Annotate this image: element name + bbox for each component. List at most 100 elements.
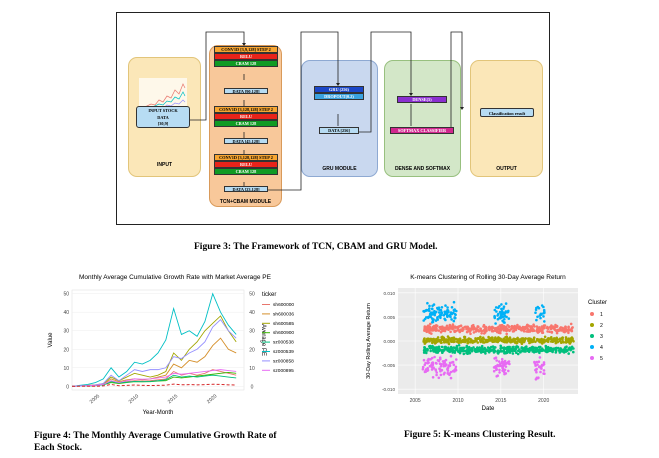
scatter-point xyxy=(502,307,505,310)
scatter-point xyxy=(451,351,454,354)
tcn-relu-2: RELU xyxy=(214,113,278,120)
scatter-point xyxy=(449,354,453,358)
scatter-point xyxy=(550,324,553,327)
scatter-point xyxy=(439,326,443,330)
scatter-point xyxy=(446,366,450,369)
legend-label: sh600585 xyxy=(273,321,294,327)
scatter-point xyxy=(451,323,455,326)
scatter-point xyxy=(425,351,428,355)
scatter-point xyxy=(526,349,529,353)
scatter-point xyxy=(571,326,574,329)
scatter-point xyxy=(532,329,536,332)
tcn-panel-label: TCN+CBAM MODULE xyxy=(219,199,272,205)
scatter-point xyxy=(522,350,526,353)
scatter-point xyxy=(564,336,568,339)
scatter-point xyxy=(459,328,462,332)
scatter-point xyxy=(437,329,441,332)
scatter-point xyxy=(504,351,507,355)
scatter-point xyxy=(501,312,505,316)
scatter-point xyxy=(431,338,434,342)
scatter-point xyxy=(497,337,501,340)
scatter-point xyxy=(493,314,496,318)
scatter-point xyxy=(429,315,432,319)
scatter-point xyxy=(546,327,550,330)
scatter-point xyxy=(477,337,481,340)
scatter-point xyxy=(480,329,484,333)
scatter-point xyxy=(500,357,504,361)
scatter-point xyxy=(495,359,498,362)
input-stock-data-box: INPUT STOCK DATA [30,9] xyxy=(136,106,190,128)
scatter-point xyxy=(541,363,544,367)
scatter-point xyxy=(500,364,503,368)
legend-label: sz000858 xyxy=(273,358,294,364)
y-tick-label: 40 xyxy=(63,310,69,316)
scatter-point xyxy=(534,311,537,314)
scatter-point xyxy=(452,311,455,315)
legend-label: sh600000 xyxy=(273,302,294,308)
scatter-point xyxy=(515,342,518,345)
scatter-point xyxy=(504,365,508,368)
scatter-point xyxy=(541,331,545,335)
scatter-point xyxy=(490,338,494,341)
scatter-point xyxy=(530,327,534,331)
scatter-point xyxy=(431,376,435,379)
scatter-point xyxy=(543,338,546,341)
x-tick-label: 2010 xyxy=(452,398,463,404)
figure4-chart: Monthly Average Cumulative Growth Rate w… xyxy=(48,274,294,416)
figure3-caption: Figure 3: The Framework of TCN, CBAM and… xyxy=(194,242,438,252)
classification-result-box: Classification result xyxy=(480,108,534,117)
softmax-block: SOFTMAX CLASSIFIER xyxy=(390,127,454,134)
scatter-point xyxy=(431,321,434,324)
scatter-point xyxy=(502,325,506,328)
scatter-point xyxy=(427,358,430,362)
scatter-point xyxy=(572,347,575,350)
scatter-point xyxy=(562,348,565,351)
scatter-point xyxy=(540,325,544,328)
scatter-point xyxy=(447,341,450,344)
scatter-point xyxy=(510,339,513,342)
scatter-point xyxy=(543,335,547,339)
scatter-point xyxy=(428,346,432,350)
scatter-point xyxy=(535,370,538,374)
scatter-point xyxy=(428,307,431,310)
legend-swatch xyxy=(590,345,594,349)
scatter-point xyxy=(535,337,539,341)
scatter-point xyxy=(519,351,522,354)
scatter-point xyxy=(444,326,448,329)
x-tick-label: 2010 xyxy=(128,393,141,405)
scatter-point xyxy=(492,366,496,369)
scatter-point xyxy=(545,338,549,342)
plot-area xyxy=(71,289,245,391)
scatter-point xyxy=(444,328,447,331)
scatter-point xyxy=(428,309,431,313)
scatter-point xyxy=(455,326,458,329)
scatter-point xyxy=(436,306,439,310)
scatter-point xyxy=(429,322,432,326)
legend-label: 4 xyxy=(600,345,603,351)
scatter-point xyxy=(505,315,508,319)
scatter-point xyxy=(430,327,433,331)
scatter-point xyxy=(508,350,512,353)
tcn-conv1d-2: CONV1D [3,128,128] STEP 2 xyxy=(214,106,278,113)
y-tick-label: 0.010 xyxy=(384,291,396,296)
scatter-point xyxy=(466,325,469,329)
scatter-point xyxy=(519,341,523,344)
series-line-sz000895 xyxy=(71,369,237,387)
scatter-point xyxy=(512,329,516,333)
scatter-point xyxy=(438,362,442,365)
scatter-point xyxy=(447,364,450,367)
x-tick-label: 2005 xyxy=(410,398,421,404)
scatter-point xyxy=(432,303,436,306)
scatter-point xyxy=(439,373,443,377)
scatter-point xyxy=(537,360,541,363)
y-right-tick-label: 20 xyxy=(249,347,255,353)
scatter-point xyxy=(423,349,426,352)
scatter-point xyxy=(452,319,456,323)
scatter-point xyxy=(423,346,427,349)
scatter-point xyxy=(543,320,546,323)
scatter-point xyxy=(504,302,508,305)
scatter-point xyxy=(430,356,434,360)
tcn-conv1d-3: CONV1D [3,128,128] STEP 2 xyxy=(214,154,278,161)
scatter-point xyxy=(500,303,503,306)
scatter-point xyxy=(512,347,516,351)
